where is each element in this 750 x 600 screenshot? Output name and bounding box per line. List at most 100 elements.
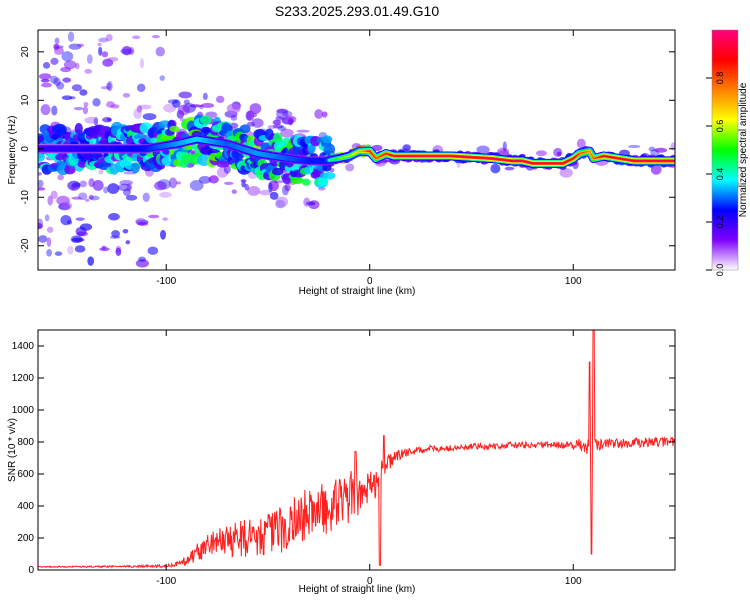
heatmap-blob — [226, 103, 241, 114]
heatmap-blob — [115, 245, 122, 253]
heatmap-blob — [100, 86, 110, 90]
snr-y-tick-label: 400 — [17, 501, 34, 512]
heatmap-blob — [502, 141, 507, 152]
heatmap-blob — [107, 56, 119, 62]
heatmap-blob — [50, 190, 58, 200]
spectrogram-x-axis-label: Height of straight line (km) — [299, 286, 416, 297]
spectrogram-x-tick-label: -100 — [156, 276, 176, 287]
snr-x-ticks: -100 0 100 — [156, 330, 582, 587]
heatmap-blob — [79, 223, 93, 231]
heatmap-blob — [504, 166, 515, 171]
heatmap-blob — [82, 106, 89, 115]
heatmap-blob — [56, 81, 65, 90]
heatmap-blob — [117, 183, 132, 192]
heatmap-blob — [307, 144, 316, 154]
heatmap-blob — [177, 104, 191, 116]
heatmap-blob — [159, 191, 172, 198]
heatmap-blob — [86, 54, 93, 64]
heatmap-blob — [288, 117, 294, 126]
heatmap-blob — [142, 113, 157, 121]
heatmap-blob — [269, 191, 279, 200]
heatmap-blob — [92, 98, 101, 107]
heatmap-blob — [169, 125, 180, 133]
heatmap-blob — [138, 256, 147, 262]
heatmap-blob — [84, 116, 99, 124]
heatmap-blob — [97, 42, 102, 47]
heatmap-blob — [126, 183, 133, 192]
heatmap-blob — [79, 180, 88, 188]
heatmap-blob — [87, 256, 95, 266]
heatmap-blob — [38, 179, 44, 188]
heatmap-blob — [107, 80, 113, 92]
heatmap-blob — [130, 162, 140, 174]
heatmap-blob — [67, 245, 74, 255]
snr-x-axis-label: Height of straight line (km) — [299, 584, 416, 595]
heatmap-blob — [103, 186, 109, 194]
heatmap-blob — [251, 118, 264, 128]
heatmap-blob — [79, 89, 88, 96]
heatmap-blob — [273, 119, 281, 126]
heatmap-blob — [240, 179, 247, 183]
snr-x-tick-label: 0 — [367, 576, 373, 587]
heatmap-blob — [202, 92, 208, 101]
heatmap-blob — [85, 198, 90, 202]
heatmap-blob — [107, 183, 120, 194]
heatmap-blob — [322, 111, 328, 118]
colorbar: 0.0 0.2 0.4 0.6 0.8 Normalized spectral ampl… — [706, 29, 749, 276]
snr-y-tick-label: 0 — [28, 565, 34, 576]
heatmap-blob — [83, 101, 89, 108]
heatmap-blob — [345, 163, 355, 172]
heatmap-blob — [155, 46, 165, 57]
heatmap-blob — [57, 174, 64, 181]
heatmap-blob — [98, 46, 103, 56]
heatmap-blob — [88, 178, 95, 188]
heatmap-blob — [172, 99, 181, 108]
heatmap-blob — [301, 178, 311, 186]
snr-y-axis-label: SNR (10 * v/v) — [7, 418, 18, 482]
heatmap-blob — [44, 214, 50, 222]
heatmap-blob — [650, 164, 662, 175]
heatmap-blob — [199, 115, 212, 125]
heatmap-blob — [46, 237, 52, 248]
colorbar-gradient — [712, 30, 738, 270]
heatmap-blob — [102, 117, 112, 123]
colorbar-label: Normalized spectral amplitude — [738, 82, 749, 217]
heatmap-blob — [268, 182, 273, 193]
colorbar-tick-label: 0.4 — [715, 168, 725, 181]
heatmap-blob — [168, 177, 178, 189]
heatmap-blob — [221, 122, 231, 133]
heatmap-blob — [70, 184, 76, 190]
heatmap-blob — [259, 189, 273, 196]
heatmap-blob — [275, 116, 285, 121]
spectrogram-x-tick-label: 0 — [367, 276, 373, 287]
heatmap-blob — [92, 179, 104, 191]
heatmap-blob — [199, 104, 204, 110]
heatmap-blob — [402, 144, 411, 152]
heatmap-blob — [198, 175, 212, 184]
colorbar-ticks: 0.0 0.2 0.4 0.6 0.8 — [706, 72, 725, 276]
heatmap-blob — [122, 188, 131, 197]
heatmap-blob — [47, 195, 53, 206]
spectrogram-y-ticks: -20 -10 0 10 20 — [20, 46, 675, 253]
heatmap-blob — [553, 147, 563, 157]
heatmap-blob — [276, 108, 289, 114]
heatmap-blob — [70, 235, 83, 244]
heatmap-blob — [58, 202, 71, 211]
heatmap-blob — [268, 180, 279, 192]
snr-x-tick-label: -100 — [156, 576, 176, 587]
snr-y-tick-label: 200 — [17, 533, 34, 544]
heatmap-blob — [648, 146, 656, 152]
spectrogram-y-axis-label: Frequency (Hz) — [7, 116, 18, 185]
heatmap-blob — [627, 144, 641, 149]
heatmap-blob — [200, 126, 212, 134]
heatmap-blob — [277, 126, 287, 131]
heatmap-blob — [161, 156, 174, 166]
spectrogram-y-tick-label: 0 — [20, 146, 31, 152]
heatmap-blob — [208, 175, 219, 184]
heatmap-blob — [119, 179, 134, 186]
heatmap-blob — [51, 105, 58, 116]
heatmap-blob — [38, 187, 46, 191]
heatmap-blob — [66, 220, 73, 225]
heatmap-blob — [576, 138, 586, 149]
heatmap-blob — [63, 60, 77, 70]
